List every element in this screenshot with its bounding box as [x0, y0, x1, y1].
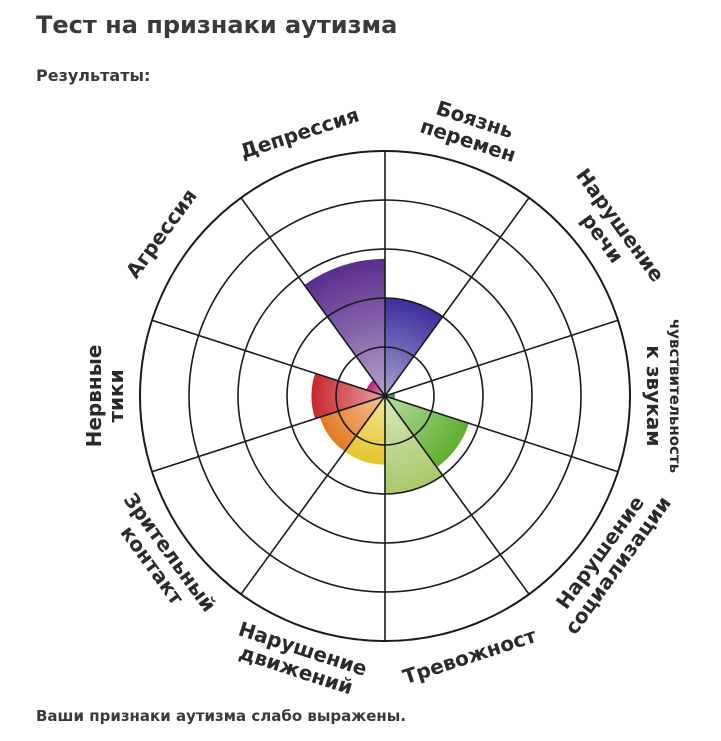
- grid-ring-3: [237, 248, 533, 544]
- grid-spoke-1: [384, 197, 530, 397]
- grid-spoke-2: [384, 319, 619, 397]
- category-label-line: речи: [576, 208, 628, 267]
- grid-spoke-8: [151, 319, 386, 397]
- conclusion-text: Ваши признаки аутизма слабо выражены.: [36, 707, 407, 725]
- category-label-line: Нарушение: [571, 164, 669, 286]
- category-label-line: тики: [104, 369, 128, 422]
- category-label-line: движений: [236, 640, 356, 699]
- sector-4: [385, 396, 443, 494]
- category-label-line: чувствительность: [666, 319, 684, 473]
- category-label-line: к звукам: [642, 345, 666, 446]
- sector-7: [311, 373, 385, 419]
- grid-ring-5: [139, 150, 631, 642]
- category-label-4: Тревожност: [400, 623, 540, 689]
- grid-layer: [139, 150, 631, 642]
- sector-5: [344, 396, 385, 465]
- results-label: Результаты:: [36, 66, 151, 85]
- category-label-8: Агрессия: [121, 184, 202, 283]
- sector-6: [319, 396, 385, 452]
- category-label-line: Депрессия: [237, 103, 362, 164]
- grid-spoke-4: [384, 395, 530, 595]
- sector-9: [304, 258, 385, 396]
- category-label-line: Тревожност: [400, 623, 540, 689]
- sectors-layer: [304, 258, 469, 494]
- category-label-line: Агрессия: [121, 184, 202, 283]
- category-label-line: Нервные: [82, 345, 106, 448]
- category-label-line: Нарушение: [551, 491, 649, 613]
- category-label-line: Нарушение: [236, 617, 371, 681]
- grid-ring-2: [286, 297, 484, 495]
- category-label-line: социализации: [560, 492, 676, 639]
- page-title: Тест на признаки аутизма: [36, 11, 398, 39]
- grid-spoke-7: [151, 395, 386, 473]
- category-label-line: Боязнь: [433, 96, 516, 144]
- category-label-line: перемен: [417, 114, 519, 167]
- grid-ring-1: [335, 346, 435, 446]
- category-label-9: Депрессия: [237, 103, 362, 164]
- sector-8: [366, 380, 385, 396]
- labels-layer: БоязньпеременНарушениеречичувствительнос…: [82, 96, 684, 700]
- sector-0: [385, 298, 443, 396]
- category-label-line: Зрительный: [119, 488, 221, 616]
- grid-spoke-9: [240, 197, 386, 397]
- grid-spoke-6: [240, 395, 386, 595]
- sector-3: [385, 396, 469, 468]
- sector-2: [385, 392, 395, 400]
- grid-ring-4: [188, 199, 582, 593]
- grid-spoke-3: [384, 395, 619, 473]
- category-label-line: контакт: [116, 521, 189, 609]
